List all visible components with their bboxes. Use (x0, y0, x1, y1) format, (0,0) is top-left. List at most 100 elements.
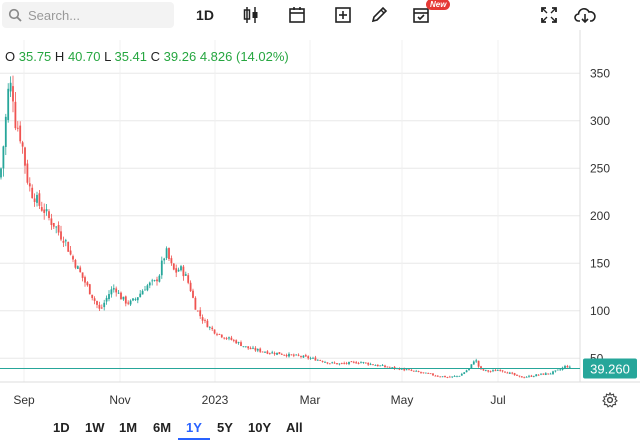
candle-body (230, 337, 233, 340)
candle-body (568, 366, 571, 368)
candle-body (55, 226, 58, 228)
candle-body (86, 282, 89, 286)
candle-body (410, 369, 413, 371)
candle-body (352, 361, 355, 363)
download-button[interactable] (572, 4, 598, 26)
candle-body (360, 362, 362, 364)
candle-body (458, 375, 461, 377)
search-input[interactable]: Search... (28, 7, 81, 23)
candle-body (314, 357, 317, 361)
draw-button[interactable] (368, 4, 390, 26)
y-tick-label: 350 (590, 66, 610, 80)
candle-body (468, 368, 470, 370)
cloud-download-icon (574, 8, 596, 24)
candle-body (564, 365, 566, 369)
candle-body (100, 307, 103, 309)
candle-body (158, 275, 161, 282)
candle-body (151, 280, 154, 282)
range-1y[interactable]: 1Y (186, 420, 202, 435)
candle-body (225, 337, 228, 339)
candle-body (489, 371, 492, 373)
range-all[interactable]: All (286, 420, 303, 435)
close-value: 39.26 (163, 49, 197, 64)
interval-button[interactable]: 1D (196, 7, 214, 23)
candle-body (12, 86, 14, 102)
candle-body (362, 362, 365, 363)
candle-body (264, 351, 266, 353)
x-tick-label: Mar (300, 393, 321, 407)
candle-body (189, 282, 192, 292)
candle-body (48, 211, 50, 218)
events-button[interactable] (410, 4, 432, 26)
candle-body (96, 301, 98, 305)
candle-body (276, 352, 278, 355)
candle-body (88, 284, 91, 295)
add-indicator-button[interactable] (332, 4, 354, 26)
candle-body (434, 375, 437, 377)
range-6m[interactable]: 6M (153, 420, 172, 435)
candle-body (26, 163, 29, 183)
candle-style-button[interactable] (240, 4, 262, 26)
candle-body (271, 352, 274, 354)
price-tag-bg (583, 358, 637, 379)
candle-body (463, 372, 466, 374)
candle-body (326, 362, 329, 364)
candle-body (127, 302, 130, 304)
candle-body (235, 340, 238, 344)
candle-body (252, 347, 254, 349)
range-1m[interactable]: 1M (119, 420, 138, 435)
candle-body (415, 370, 418, 372)
candle-body (249, 347, 252, 350)
candle-body (403, 368, 406, 371)
range-1w[interactable]: 1W (85, 420, 105, 435)
open-value: 35.75 (18, 49, 52, 64)
candle-body (386, 366, 389, 368)
candle-body (475, 360, 478, 362)
candle-body (36, 194, 38, 203)
candle-body (559, 369, 562, 371)
candle-body (237, 342, 240, 344)
candle-body (165, 248, 168, 259)
candle-body (62, 240, 65, 243)
fullscreen-button[interactable] (538, 4, 560, 26)
candle-body (153, 280, 156, 281)
candle-body (376, 364, 379, 367)
candle-body (441, 376, 444, 378)
candle-body (144, 289, 146, 291)
date-range-button[interactable] (286, 4, 308, 26)
range-10y[interactable]: 10Y (248, 420, 272, 435)
candle-body (480, 366, 482, 370)
range-5y[interactable]: 5Y (217, 420, 233, 435)
candle-body (259, 348, 262, 352)
candle-body (487, 370, 490, 372)
candle-body (504, 371, 506, 373)
candle-body (187, 275, 190, 283)
range-1d[interactable]: 1D (53, 420, 70, 435)
x-tick-label: Nov (109, 393, 130, 407)
candle-body (456, 375, 458, 377)
candle-body (28, 183, 31, 187)
settings-button[interactable] (602, 391, 618, 413)
candle-body (247, 346, 250, 349)
candle-body (292, 354, 295, 356)
candle-body (484, 369, 487, 371)
fullscreen-icon (541, 7, 557, 23)
candle-body (338, 363, 341, 365)
candle-body (170, 258, 173, 264)
candle-body (532, 376, 535, 378)
candle-body (412, 370, 415, 372)
candle-body (316, 359, 319, 361)
candle-body (499, 370, 502, 371)
candle-body (45, 209, 48, 212)
candle-body (424, 372, 427, 374)
new-badge: New (426, 0, 451, 10)
candle-body (240, 342, 242, 347)
candle-body (218, 333, 221, 335)
candle-body (520, 376, 523, 378)
candle-body (2, 146, 5, 169)
candlestick-icon (243, 7, 258, 23)
search-box[interactable]: Search... (2, 2, 174, 28)
low-value: 35.41 (114, 49, 148, 64)
candle-body (124, 296, 127, 304)
